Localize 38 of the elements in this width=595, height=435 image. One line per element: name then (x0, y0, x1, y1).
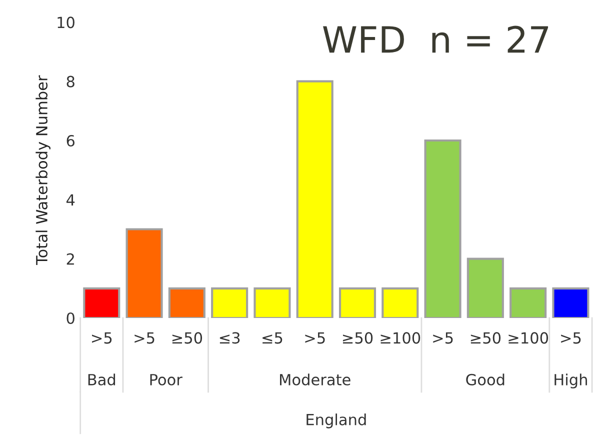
bar (466, 258, 504, 318)
y-tick-label: 0 (66, 312, 74, 324)
x-tick-label: ≥50 (342, 332, 373, 344)
x-tick-label: ≥100 (380, 332, 420, 344)
x-tick-label: ≥100 (508, 332, 548, 344)
bar (168, 287, 206, 318)
bar (254, 287, 291, 318)
text: Bad (88, 374, 116, 386)
y-tick-label: 4 (66, 194, 75, 206)
x-tick-label: ≤5 (262, 332, 282, 344)
text: Poor (150, 374, 182, 386)
bar (510, 287, 547, 318)
x-tick-label: ≥50 (172, 332, 202, 344)
text: Moderate (280, 374, 350, 386)
y-axis-title: Total Waterbody Number (36, 75, 50, 265)
y-tick-label: 2 (66, 253, 74, 265)
text: High (554, 374, 587, 388)
bar (382, 287, 419, 318)
bar (211, 287, 248, 318)
bar (126, 228, 163, 318)
x-tick-label: >5 (305, 332, 325, 344)
x-tick-label: ≥50 (470, 332, 501, 344)
bar (424, 139, 462, 318)
bar (552, 287, 590, 318)
bar (83, 287, 120, 318)
y-tick-label: 6 (66, 134, 74, 147)
x-tick-label: ≤3 (220, 332, 240, 344)
bar (338, 287, 376, 318)
y-tick-label: 10 (58, 16, 74, 28)
x-tick-label: >5 (561, 332, 581, 344)
chart-title: WFD n = 27 (323, 26, 548, 53)
y-tick-label: 8 (66, 76, 74, 88)
bar (296, 80, 334, 318)
x-tick-label: >5 (433, 332, 453, 344)
text: Good (466, 374, 504, 386)
x-tick-label: >5 (134, 332, 154, 344)
x-tick-label: >5 (92, 332, 112, 344)
text: England (306, 414, 366, 428)
